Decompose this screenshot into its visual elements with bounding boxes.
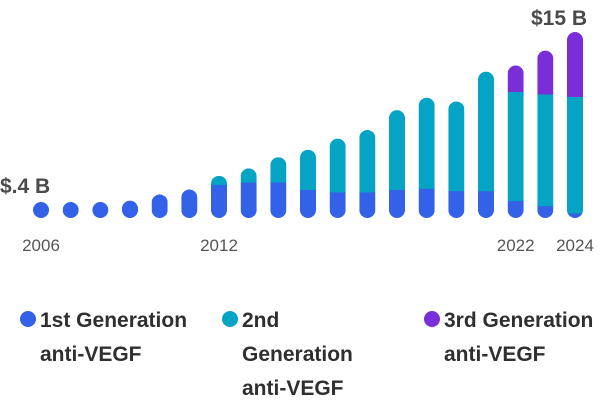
bar-2023 xyxy=(537,50,554,218)
bar-segment-2013-series-2 xyxy=(240,168,257,183)
bar-segment-2024-series-3 xyxy=(567,32,583,97)
bar-2014 xyxy=(270,157,287,219)
bar-segment-2020-series-2 xyxy=(448,101,465,192)
bar-segment-2015-series-2 xyxy=(300,149,316,190)
x-tick-2012: 2012 xyxy=(200,236,238,255)
bar-segment-2023-series-3 xyxy=(537,50,554,95)
x-tick-labels: 2006 2012 2022 2024 xyxy=(22,236,594,255)
bar-2022 xyxy=(507,65,524,219)
bar-2013 xyxy=(240,168,257,218)
bar-segment-2010-series-1 xyxy=(151,194,168,219)
x-tick-2022: 2022 xyxy=(497,236,535,255)
bar-segment-2021-series-2 xyxy=(478,71,494,192)
bar-segment-2006-series-1 xyxy=(33,202,49,218)
bar-segment-2022-series-2 xyxy=(507,91,524,202)
bar-2010 xyxy=(151,194,168,219)
bar-segment-2017-series-1 xyxy=(359,191,376,219)
bar-segment-2022-series-3 xyxy=(507,65,524,93)
bar-2020 xyxy=(448,101,465,218)
legend-marker-3rd-generation xyxy=(424,311,440,327)
legend-marker-1st-generation xyxy=(20,311,36,327)
bar-segment-2020-series-1 xyxy=(448,190,465,218)
bar-segment-2019-series-2 xyxy=(418,97,435,189)
bar-segment-2015-series-1 xyxy=(300,189,316,218)
bar-segment-2018-series-1 xyxy=(389,189,405,218)
x-tick-2024: 2024 xyxy=(556,236,594,255)
bar-segment-2014-series-1 xyxy=(270,182,287,219)
bar-2021 xyxy=(478,71,494,219)
bar-segment-2012-series-2 xyxy=(211,175,227,186)
bar-segment-2007-series-1 xyxy=(62,202,79,218)
bar-2006 xyxy=(33,202,49,218)
bar-2012 xyxy=(211,175,227,218)
end-value-annotation: $15 B xyxy=(531,7,587,30)
bar-segment-2019-series-1 xyxy=(418,188,435,218)
bar-segment-2014-series-2 xyxy=(270,157,287,183)
x-tick-2006: 2006 xyxy=(22,236,60,255)
legend-label-3rd-generation: 3rd Generation anti-VEGF xyxy=(444,309,594,366)
bar-segment-2018-series-2 xyxy=(389,110,405,190)
bar-2024 xyxy=(567,32,583,218)
bar-2011 xyxy=(181,189,198,218)
bar-segment-2009-series-1 xyxy=(122,200,138,218)
bar-2017 xyxy=(359,129,376,219)
legend-label-2nd-generation: 2nd Generation anti-VEGF xyxy=(242,309,353,400)
legend-label-1st-generation: 1st Generation anti-VEGF xyxy=(40,309,188,366)
bar-chart: 2006 2012 2022 2024 $.4 B $15 B xyxy=(0,7,594,255)
bar-2018 xyxy=(389,110,405,218)
bar-2015 xyxy=(300,149,316,218)
legend-marker-2nd-generation xyxy=(222,311,238,327)
bar-segment-2008-series-1 xyxy=(92,202,109,218)
bar-2016 xyxy=(329,138,346,218)
bar-segment-2016-series-1 xyxy=(329,191,346,218)
bar-2007 xyxy=(62,202,79,218)
bar-segment-2023-series-1 xyxy=(537,205,554,218)
bars-layer xyxy=(33,32,583,219)
bar-segment-2024-series-1 xyxy=(567,213,583,218)
bar-segment-2016-series-2 xyxy=(329,138,346,193)
bar-2008 xyxy=(92,202,109,218)
bar-segment-2017-series-2 xyxy=(359,129,376,193)
bar-segment-2012-series-1 xyxy=(211,184,227,218)
start-value-annotation: $.4 B xyxy=(0,175,50,198)
bar-2019 xyxy=(418,97,435,218)
bar-segment-2022-series-1 xyxy=(507,200,524,219)
bar-segment-2023-series-2 xyxy=(537,94,554,207)
bar-segment-2011-series-1 xyxy=(181,189,198,218)
bar-segment-2024-series-2 xyxy=(567,96,583,214)
bar-segment-2021-series-1 xyxy=(478,190,494,219)
bar-segment-2013-series-1 xyxy=(240,182,257,218)
bar-2009 xyxy=(122,200,138,218)
